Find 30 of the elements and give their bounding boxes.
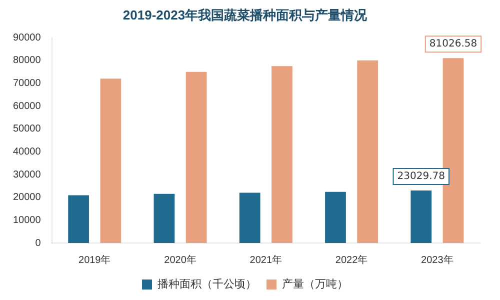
y-tick-label: 80000 (12, 55, 42, 66)
x-tick-label: 2020年 (164, 254, 196, 266)
bar (357, 60, 378, 243)
x-tick-label: 2021年 (250, 254, 282, 266)
legend-label: 播种面积（千公顷） (158, 278, 256, 291)
data-label: 23029.78 (397, 171, 445, 182)
bar (100, 78, 122, 243)
bar (410, 190, 432, 243)
y-tick-label: 30000 (12, 169, 42, 180)
y-tick-label: 60000 (12, 100, 42, 112)
y-tick-label: 70000 (12, 78, 42, 89)
bar (239, 192, 260, 243)
x-tick-label: 2022年 (335, 254, 368, 266)
x-tick-label: 2023年 (421, 254, 454, 266)
chart-title: 2019-2023年我国蔬菜播种面积与产量情况 (122, 7, 368, 22)
legend-label: 产量（万吨） (282, 278, 348, 291)
y-tick-label: 20000 (12, 192, 42, 204)
bar (272, 66, 292, 243)
x-tick-label: 2019年 (78, 254, 111, 266)
y-tick-label: 10000 (12, 214, 42, 226)
bar (154, 194, 175, 243)
y-tick-label: 90000 (12, 32, 42, 44)
bar (68, 195, 90, 243)
y-tick-label: 40000 (12, 146, 42, 158)
bar (186, 72, 207, 243)
bar (325, 192, 346, 243)
data-label: 81026.58 (429, 38, 478, 50)
y-tick-label: 0 (35, 238, 42, 249)
y-tick-label: 50000 (12, 124, 42, 135)
bar (442, 58, 464, 243)
